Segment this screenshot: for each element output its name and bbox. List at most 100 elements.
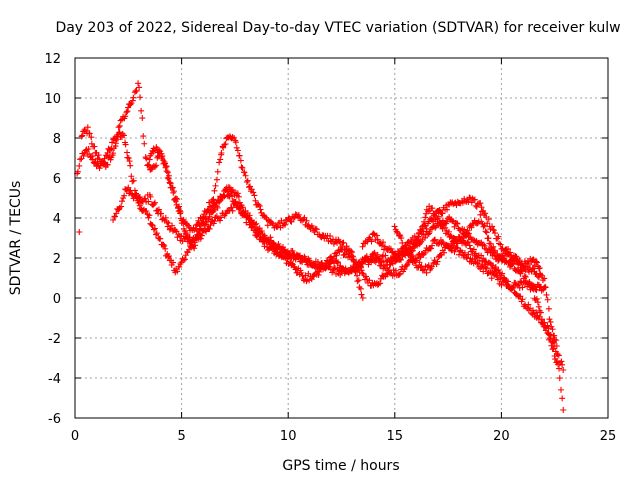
data-point — [275, 240, 282, 247]
data-point — [478, 208, 485, 215]
data-point — [164, 169, 171, 176]
data-point — [243, 219, 250, 226]
data-point — [258, 227, 265, 234]
data-point — [482, 228, 489, 235]
data-point — [348, 248, 355, 255]
data-point — [292, 266, 299, 273]
data-point — [433, 210, 440, 217]
data-point — [201, 222, 208, 229]
data-point — [147, 193, 154, 200]
data-point — [220, 192, 227, 199]
data-point — [403, 262, 410, 269]
data-point — [525, 281, 532, 288]
data-point — [464, 227, 471, 234]
data-point — [560, 407, 567, 413]
data-point — [416, 259, 423, 266]
data-point — [211, 206, 218, 213]
data-point — [363, 253, 370, 260]
data-point — [78, 133, 85, 140]
data-point — [468, 224, 475, 231]
data-point — [164, 254, 171, 261]
data-point — [315, 271, 322, 278]
data-point — [111, 213, 118, 220]
data-point — [373, 256, 380, 263]
data-point — [370, 250, 377, 257]
data-point — [441, 249, 448, 256]
data-point — [499, 270, 506, 277]
data-point — [501, 255, 508, 262]
data-point — [167, 180, 174, 187]
data-point — [125, 155, 132, 162]
data-point — [137, 194, 144, 201]
data-point — [132, 190, 139, 197]
data-point — [143, 155, 150, 162]
data-point — [221, 193, 228, 200]
data-point — [548, 323, 555, 330]
data-point — [161, 158, 168, 165]
data-point — [461, 249, 468, 256]
data-point — [217, 217, 224, 224]
data-point — [165, 253, 172, 260]
data-point — [326, 263, 333, 270]
data-point — [390, 255, 397, 262]
data-point — [537, 309, 544, 316]
data-point — [88, 134, 95, 141]
data-point — [267, 218, 274, 225]
data-point — [241, 169, 248, 176]
y-tick-label: 0 — [53, 292, 61, 307]
data-point — [91, 143, 98, 150]
data-point — [538, 316, 545, 323]
data-point — [104, 161, 111, 168]
data-point — [437, 219, 444, 226]
data-point — [145, 198, 152, 205]
data-point — [358, 267, 365, 274]
data-point — [262, 238, 269, 245]
data-point — [451, 223, 458, 230]
data-point — [546, 316, 553, 323]
data-point — [278, 217, 285, 224]
data-point — [267, 234, 274, 241]
data-point — [303, 217, 310, 224]
data-point — [556, 375, 563, 382]
data-point — [393, 254, 400, 261]
data-point — [545, 330, 552, 337]
data-point — [459, 249, 466, 256]
data-point — [528, 282, 535, 289]
data-point — [122, 113, 129, 120]
data-point — [250, 221, 257, 228]
data-point — [180, 257, 187, 264]
data-point — [80, 152, 87, 159]
data-point — [146, 212, 153, 219]
data-point — [310, 273, 317, 280]
data-point — [508, 284, 515, 291]
data-point — [216, 159, 223, 166]
data-point — [146, 156, 153, 163]
data-point — [530, 265, 537, 272]
data-point — [128, 173, 135, 180]
data-point — [545, 305, 552, 312]
data-point — [256, 202, 263, 209]
data-point — [282, 221, 289, 228]
data-point — [118, 198, 125, 205]
y-tick-label: 2 — [53, 252, 61, 267]
y-tick-label: -4 — [48, 372, 61, 387]
data-point — [367, 256, 374, 263]
data-point — [483, 229, 490, 236]
data-point — [214, 204, 221, 211]
data-point — [519, 262, 526, 269]
data-point — [217, 156, 224, 163]
data-point — [352, 268, 359, 275]
data-point — [109, 139, 116, 146]
data-point — [76, 162, 83, 169]
data-point — [191, 245, 198, 252]
data-point — [500, 255, 507, 262]
data-point — [153, 231, 160, 238]
data-point — [157, 235, 164, 242]
data-point — [392, 251, 399, 258]
data-point — [141, 140, 148, 147]
data-point — [130, 94, 137, 101]
data-point — [425, 262, 432, 269]
data-point — [110, 150, 117, 157]
data-point — [544, 296, 551, 303]
data-point — [124, 149, 131, 156]
